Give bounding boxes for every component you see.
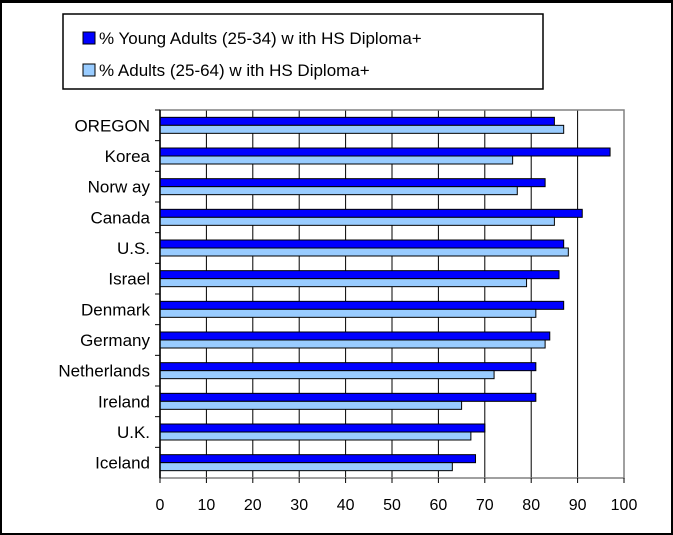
bar-u-k-series-1 xyxy=(159,423,486,433)
category-labels: OREGON Korea Norw ay Canada U.S. Israel Denmar… xyxy=(58,109,160,473)
bar-iceland-series-2 xyxy=(159,462,453,472)
category-label-ireland: Ireland xyxy=(98,392,150,411)
bar-u-s-series-1 xyxy=(159,239,565,249)
bar-denmark-series-2 xyxy=(159,308,537,318)
x-tick-label-10: 10 xyxy=(198,497,216,514)
x-tick-label-70: 70 xyxy=(476,497,494,514)
x-tick-label-90: 90 xyxy=(569,497,587,514)
x-tick-label-30: 30 xyxy=(290,497,308,514)
legend-swatch-1 xyxy=(82,31,96,45)
bar-oregon-series-1 xyxy=(159,116,555,126)
x-tick-label-40: 40 xyxy=(337,497,355,514)
bar-netherlands-series-2 xyxy=(159,370,495,380)
x-tick-label-50: 50 xyxy=(383,497,401,514)
bar-denmark-series-1 xyxy=(159,300,565,310)
bar-germany-series-2 xyxy=(159,339,546,349)
bar-germany-series-1 xyxy=(159,331,551,341)
x-tick-label-100: 100 xyxy=(611,497,638,514)
category-label-germany: Germany xyxy=(80,331,150,350)
category-label-oregon: OREGON xyxy=(74,116,150,135)
bar-israel-series-1 xyxy=(159,270,560,280)
legend-swatch-2 xyxy=(82,63,96,77)
bar-ireland-series-2 xyxy=(159,400,463,410)
x-axis-ticks: 0 10 20 30 40 50 60 70 80 90 100 xyxy=(156,478,638,514)
category-label-canada: Canada xyxy=(90,208,150,227)
x-tick-label-80: 80 xyxy=(522,497,540,514)
legend-box xyxy=(62,13,544,90)
bar-canada-series-1 xyxy=(159,208,583,218)
legend-label-1: % Young Adults (25-34) w ith HS Diploma+ xyxy=(99,29,422,48)
category-label-iceland: Iceland xyxy=(95,454,150,473)
category-label-netherlands: Netherlands xyxy=(58,362,150,381)
bar-korea-series-1 xyxy=(159,147,611,157)
category-label-u-k: U.K. xyxy=(117,423,150,442)
bar-korea-series-2 xyxy=(159,155,514,165)
category-label-israel: Israel xyxy=(108,270,150,289)
legend-label-2: % Adults (25-64) w ith HS Diploma+ xyxy=(99,61,370,80)
bar-u-k-series-2 xyxy=(159,431,472,441)
x-tick-label-0: 0 xyxy=(156,497,165,514)
bar-iceland-series-1 xyxy=(159,454,477,464)
bar-canada-series-2 xyxy=(159,216,555,226)
x-tick-label-60: 60 xyxy=(430,497,448,514)
category-label-norw-ay: Norw ay xyxy=(88,178,151,197)
bar-norw-ay-series-2 xyxy=(159,186,518,196)
plot-area xyxy=(159,109,625,479)
x-tick-label-20: 20 xyxy=(244,497,262,514)
bar-netherlands-series-1 xyxy=(159,362,537,372)
category-label-u-s: U.S. xyxy=(117,239,150,258)
bar-ireland-series-1 xyxy=(159,392,537,402)
bar-norw-ay-series-1 xyxy=(159,178,546,188)
legend: % Young Adults (25-34) w ith HS Diploma+… xyxy=(62,13,544,90)
category-label-denmark: Denmark xyxy=(81,300,150,319)
bar-israel-series-2 xyxy=(159,278,528,288)
bar-oregon-series-2 xyxy=(159,124,565,134)
category-label-korea: Korea xyxy=(105,147,151,166)
bar-u-s-series-2 xyxy=(159,247,569,257)
